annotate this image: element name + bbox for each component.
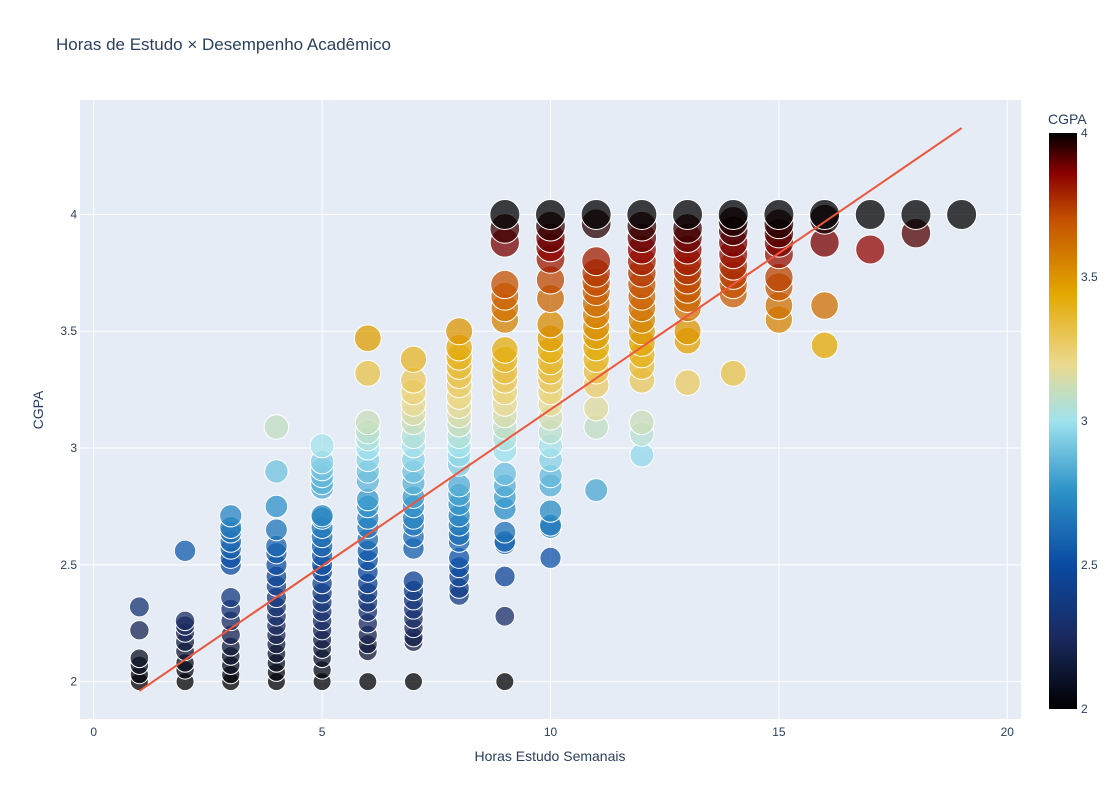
data-point: [539, 546, 562, 569]
data-point: [810, 291, 839, 320]
data-point: [173, 539, 197, 562]
y-tick-label: 4: [70, 207, 77, 221]
data-point: [399, 345, 428, 373]
x-tick-label: 5: [319, 725, 326, 739]
data-point: [717, 198, 749, 230]
data-point: [583, 395, 610, 422]
data-point: [493, 565, 516, 588]
data-point: [264, 459, 289, 484]
data-point: [580, 198, 612, 230]
y-axis-ticks: 2 2.5 3 3.5 4: [60, 207, 77, 688]
data-point: [674, 369, 701, 396]
data-point: [219, 504, 243, 528]
colorbar-tick-label: 3.5: [1081, 270, 1098, 284]
y-tick-label: 3.5: [60, 324, 77, 338]
data-point: [264, 518, 288, 542]
y-tick-label: 2: [70, 675, 77, 689]
colorbar-tick-label: 4: [1081, 126, 1088, 140]
data-point: [763, 198, 795, 230]
x-axis-label: Horas Estudo Semanais: [475, 748, 626, 764]
data-point: [494, 605, 516, 627]
data-point: [489, 198, 521, 230]
data-point: [174, 610, 196, 632]
data-point: [403, 672, 423, 692]
x-tick-label: 15: [772, 725, 786, 739]
data-point: [538, 499, 563, 523]
x-tick-label: 10: [544, 725, 558, 739]
colorbar-title: CGPA: [1048, 111, 1087, 127]
data-point: [129, 648, 150, 669]
data-point: [490, 269, 520, 300]
data-point: [358, 672, 378, 692]
trendline-layer: [138, 127, 963, 692]
data-point: [220, 586, 242, 609]
data-point: [626, 198, 658, 230]
trendline: [138, 127, 963, 692]
data-point: [629, 409, 655, 436]
data-point: [536, 310, 565, 339]
data-point: [402, 570, 425, 592]
data-point: [854, 198, 886, 230]
data-point: [128, 596, 150, 618]
y-tick-label: 3: [70, 441, 77, 455]
data-point: [719, 359, 747, 387]
colorbar-tick-label: 3: [1081, 414, 1088, 428]
colorbar: [1049, 133, 1077, 709]
x-tick-label: 20: [1001, 725, 1015, 739]
data-point: [264, 494, 289, 519]
data-point: [354, 409, 381, 436]
data-point: [310, 504, 334, 528]
data-point: [581, 246, 612, 277]
colorbar-tick-label: 2.5: [1081, 558, 1098, 572]
data-point: [809, 198, 841, 230]
x-tick-label: 0: [90, 725, 97, 739]
data-point: [263, 414, 290, 440]
data-point: [129, 620, 150, 641]
colorbar-tick-label: 2: [1081, 702, 1088, 716]
colorbar-ticks: 2 2.5 3 3.5 4: [1081, 126, 1098, 716]
y-tick-label: 2.5: [60, 558, 77, 572]
y-axis-label: CGPA: [30, 390, 46, 429]
data-point: [354, 359, 382, 387]
data-point: [629, 442, 655, 468]
data-point: [535, 198, 566, 230]
x-axis-ticks: 0 5 10 15 20: [90, 725, 1014, 739]
data-point: [946, 198, 978, 230]
data-point: [672, 198, 704, 230]
data-point: [855, 234, 886, 265]
data-point: [492, 461, 517, 486]
data-point: [491, 336, 519, 364]
data-point: [353, 324, 382, 353]
data-points: [128, 198, 978, 692]
data-point: [810, 331, 839, 360]
data-point: [309, 433, 335, 459]
data-point: [900, 198, 932, 230]
chart-title: Horas de Estudo × Desempenho Acadêmico: [56, 35, 391, 54]
data-point: [493, 520, 517, 544]
data-point: [495, 672, 515, 692]
data-point: [445, 317, 474, 346]
data-point: [584, 478, 609, 503]
